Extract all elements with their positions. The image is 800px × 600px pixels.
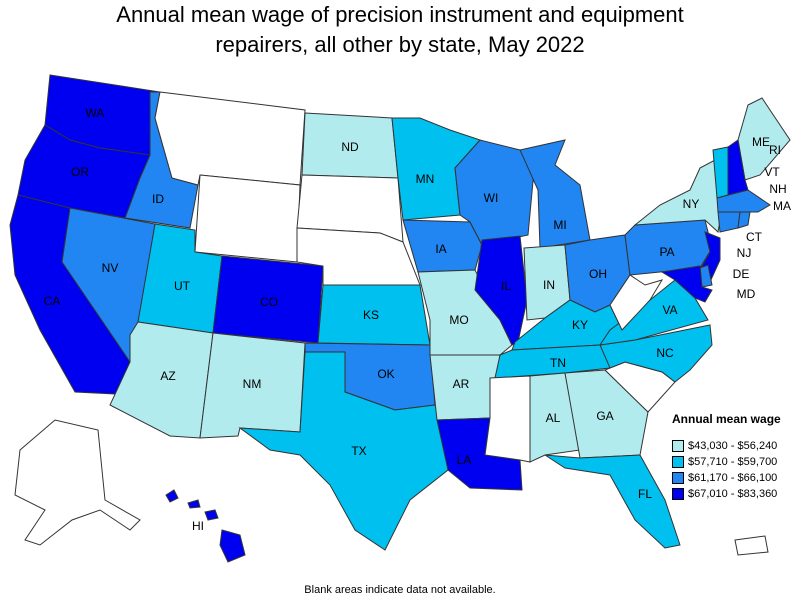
label-ut: UT [174, 279, 190, 293]
state-al[interactable] [529, 372, 581, 463]
label-nd: ND [341, 140, 359, 154]
state-wi[interactable] [454, 139, 536, 246]
label-me: ME [752, 135, 770, 149]
legend-item: $57,710 - $59,700 [672, 454, 800, 470]
legend-label: $57,710 - $59,700 [688, 456, 778, 468]
title-line-2: repairers, all other by state, May 2022 [215, 32, 585, 57]
label-ok: OK [377, 367, 395, 381]
label-md: MD [736, 287, 756, 301]
label-wi: WI [483, 191, 499, 205]
label-hi: HI [192, 519, 204, 533]
legend-label: $67,010 - $83,360 [688, 488, 778, 500]
state-ms[interactable] [484, 375, 531, 463]
state-ny[interactable] [633, 159, 723, 233]
label-il: IL [500, 279, 512, 293]
label-mo: MO [449, 313, 469, 327]
label-pa: PA [659, 245, 675, 259]
state-fl[interactable] [544, 454, 681, 549]
label-az: AZ [160, 369, 176, 383]
state-wy[interactable] [194, 174, 301, 263]
label-ia: IA [435, 242, 447, 256]
footnote: Blank areas indicate data not available. [304, 584, 496, 596]
state-md[interactable] [660, 265, 713, 303]
state-tx[interactable] [238, 351, 449, 551]
label-nv: NV [101, 261, 119, 275]
label-mi: MI [553, 218, 567, 232]
label-ca: CA [43, 294, 61, 308]
label-ar: AR [452, 377, 470, 391]
legend-item: $67,010 - $83,360 [672, 486, 800, 502]
legend-item: $61,170 - $66,100 [672, 470, 800, 486]
state-va[interactable] [598, 279, 709, 346]
label-la: LA [456, 453, 472, 467]
legend: Annual mean wage $43,030 - $56,240 $57,7… [672, 412, 800, 502]
label-ny: NY [682, 197, 700, 211]
label-ct: CT [746, 230, 762, 244]
legend-title: Annual mean wage [672, 412, 781, 426]
label-nj: NJ [736, 246, 752, 260]
state-ak[interactable] [14, 419, 141, 546]
label-ri: RI [769, 143, 781, 157]
state-nc[interactable] [599, 324, 713, 383]
label-de: DE [732, 267, 750, 281]
label-nc: NC [656, 346, 674, 360]
label-fl: FL [637, 487, 653, 501]
legend-item: $43,030 - $56,240 [672, 438, 800, 454]
label-co: CO [260, 295, 278, 309]
legend-label: $61,170 - $66,100 [688, 472, 778, 484]
state-ia[interactable] [402, 219, 483, 273]
legend-swatch [672, 488, 684, 500]
state-ri[interactable] [737, 211, 751, 229]
legend-swatch [672, 456, 684, 468]
state-pr[interactable] [734, 535, 769, 556]
label-ga: GA [596, 409, 614, 423]
legend-swatch [672, 440, 684, 452]
label-tn: TN [550, 356, 566, 370]
state-nh[interactable] [727, 139, 749, 196]
state-mi[interactable] [519, 139, 591, 249]
state-mt[interactable] [154, 91, 306, 186]
label-nm: NM [242, 377, 262, 391]
state-hi[interactable] [165, 489, 246, 563]
label-nh: NH [769, 182, 787, 196]
label-wa: WA [85, 106, 105, 120]
label-mn: MN [415, 172, 435, 186]
label-id: ID [152, 192, 164, 206]
label-oh: OH [589, 267, 607, 281]
label-in: IN [543, 278, 555, 292]
label-al: AL [545, 411, 561, 425]
label-or: OR [71, 165, 89, 179]
label-ky: KY [571, 318, 589, 332]
state-ct[interactable] [717, 211, 741, 233]
label-ks: KS [362, 308, 380, 322]
legend-swatch [672, 472, 684, 484]
label-vt: VT [764, 165, 780, 179]
state-ma[interactable] [716, 189, 771, 213]
label-tx: TX [351, 444, 367, 458]
label-ma: MA [773, 199, 791, 213]
legend-label: $43,030 - $56,240 [688, 440, 778, 452]
title-line-1: Annual mean wage of precision instrument… [116, 2, 684, 27]
map-title: Annual mean wage of precision instrument… [0, 0, 800, 60]
label-va: VA [662, 303, 678, 317]
